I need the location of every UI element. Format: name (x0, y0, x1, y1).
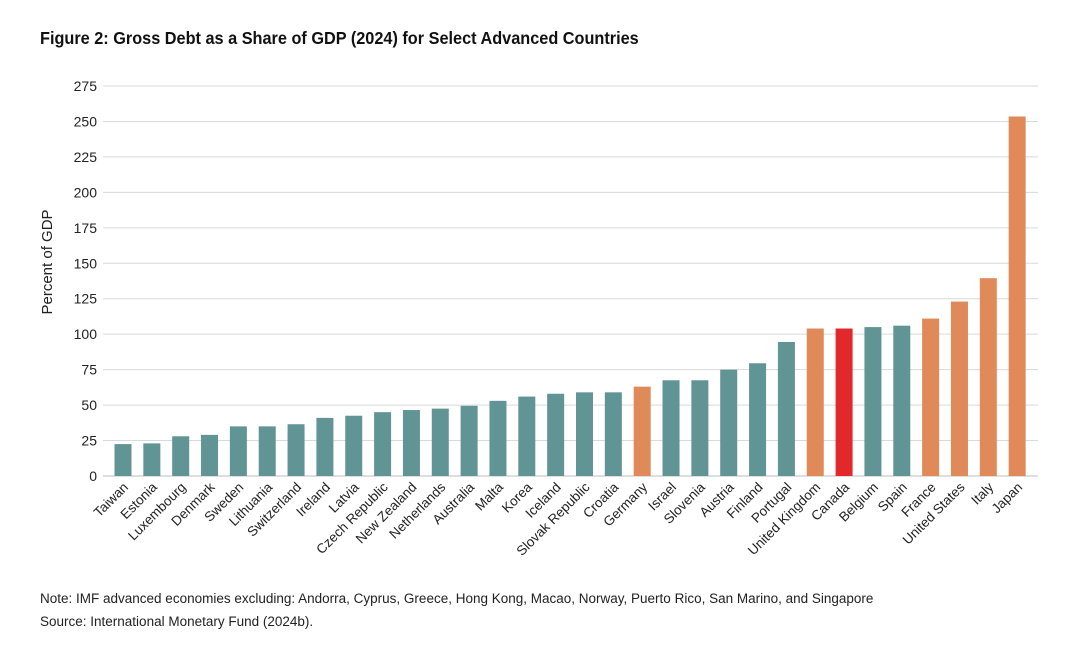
y-tick-label: 200 (74, 184, 98, 200)
bar-france (922, 318, 940, 476)
bar-latvia (345, 415, 363, 476)
bar-malta (489, 400, 507, 476)
bar-israel (662, 380, 680, 476)
bar-croatia (604, 392, 622, 476)
bar-australia (460, 405, 478, 476)
bar-estonia (143, 443, 161, 476)
bar-portugal (777, 341, 795, 476)
bar-austria (720, 369, 738, 476)
y-tick-label: 100 (74, 326, 98, 342)
bar-taiwan (114, 444, 132, 476)
y-tick-label: 0 (89, 468, 97, 484)
gridlines (103, 85, 1038, 477)
bar-iceland (547, 393, 565, 476)
bar-luxembourg (172, 436, 190, 476)
bar-italy (979, 278, 997, 476)
y-tick-label: 250 (74, 113, 98, 129)
bar-lithuania (258, 426, 276, 476)
bar-sweden (229, 426, 247, 476)
bar-chart: 0 25 50 75 100 125 150 175 200 225 250 275 TaiwanEs… (39, 78, 1038, 559)
bar-united-kingdom (806, 328, 824, 476)
y-tick-label: 50 (81, 397, 97, 413)
bar-new-zealand (402, 410, 420, 476)
bar-germany (633, 386, 651, 476)
chart-title: Figure 2: Gross Debt as a Share of GDP (… (40, 28, 639, 48)
y-tick-label: 125 (74, 291, 98, 307)
bar-united-states (950, 301, 968, 476)
chart-source: Source: International Monetary Fund (202… (40, 614, 314, 629)
bar-netherlands (431, 408, 449, 476)
y-tick-label: 175 (74, 220, 98, 236)
y-tick-label: 275 (74, 78, 98, 94)
x-axis-labels: TaiwanEstoniaLuxembourgDenmarkSwedenLith… (91, 479, 1025, 558)
y-tick-label: 75 (81, 362, 97, 378)
x-tick-label: Japan (989, 480, 1026, 517)
bar-belgium (864, 327, 882, 476)
bars (114, 116, 1026, 476)
bar-japan (1008, 116, 1026, 476)
bar-canada (835, 328, 853, 476)
y-tick-label: 25 (81, 433, 97, 449)
bar-finland (749, 363, 767, 476)
chart-note: Note: IMF advanced economies excluding: … (40, 591, 874, 606)
y-axis-label: Percent of GDP (39, 209, 56, 314)
bar-korea (518, 396, 536, 476)
bar-switzerland (287, 424, 305, 476)
y-axis-ticks: 0 25 50 75 100 125 150 175 200 225 250 275 (74, 78, 98, 484)
bar-slovenia (691, 380, 709, 476)
bar-denmark (201, 434, 219, 476)
y-tick-label: 225 (74, 149, 98, 165)
bar-ireland (316, 417, 334, 476)
bar-slovak-republic (576, 392, 593, 476)
y-tick-label: 150 (74, 255, 98, 271)
bar-czech-republic (374, 412, 392, 476)
bar-spain (893, 325, 911, 476)
